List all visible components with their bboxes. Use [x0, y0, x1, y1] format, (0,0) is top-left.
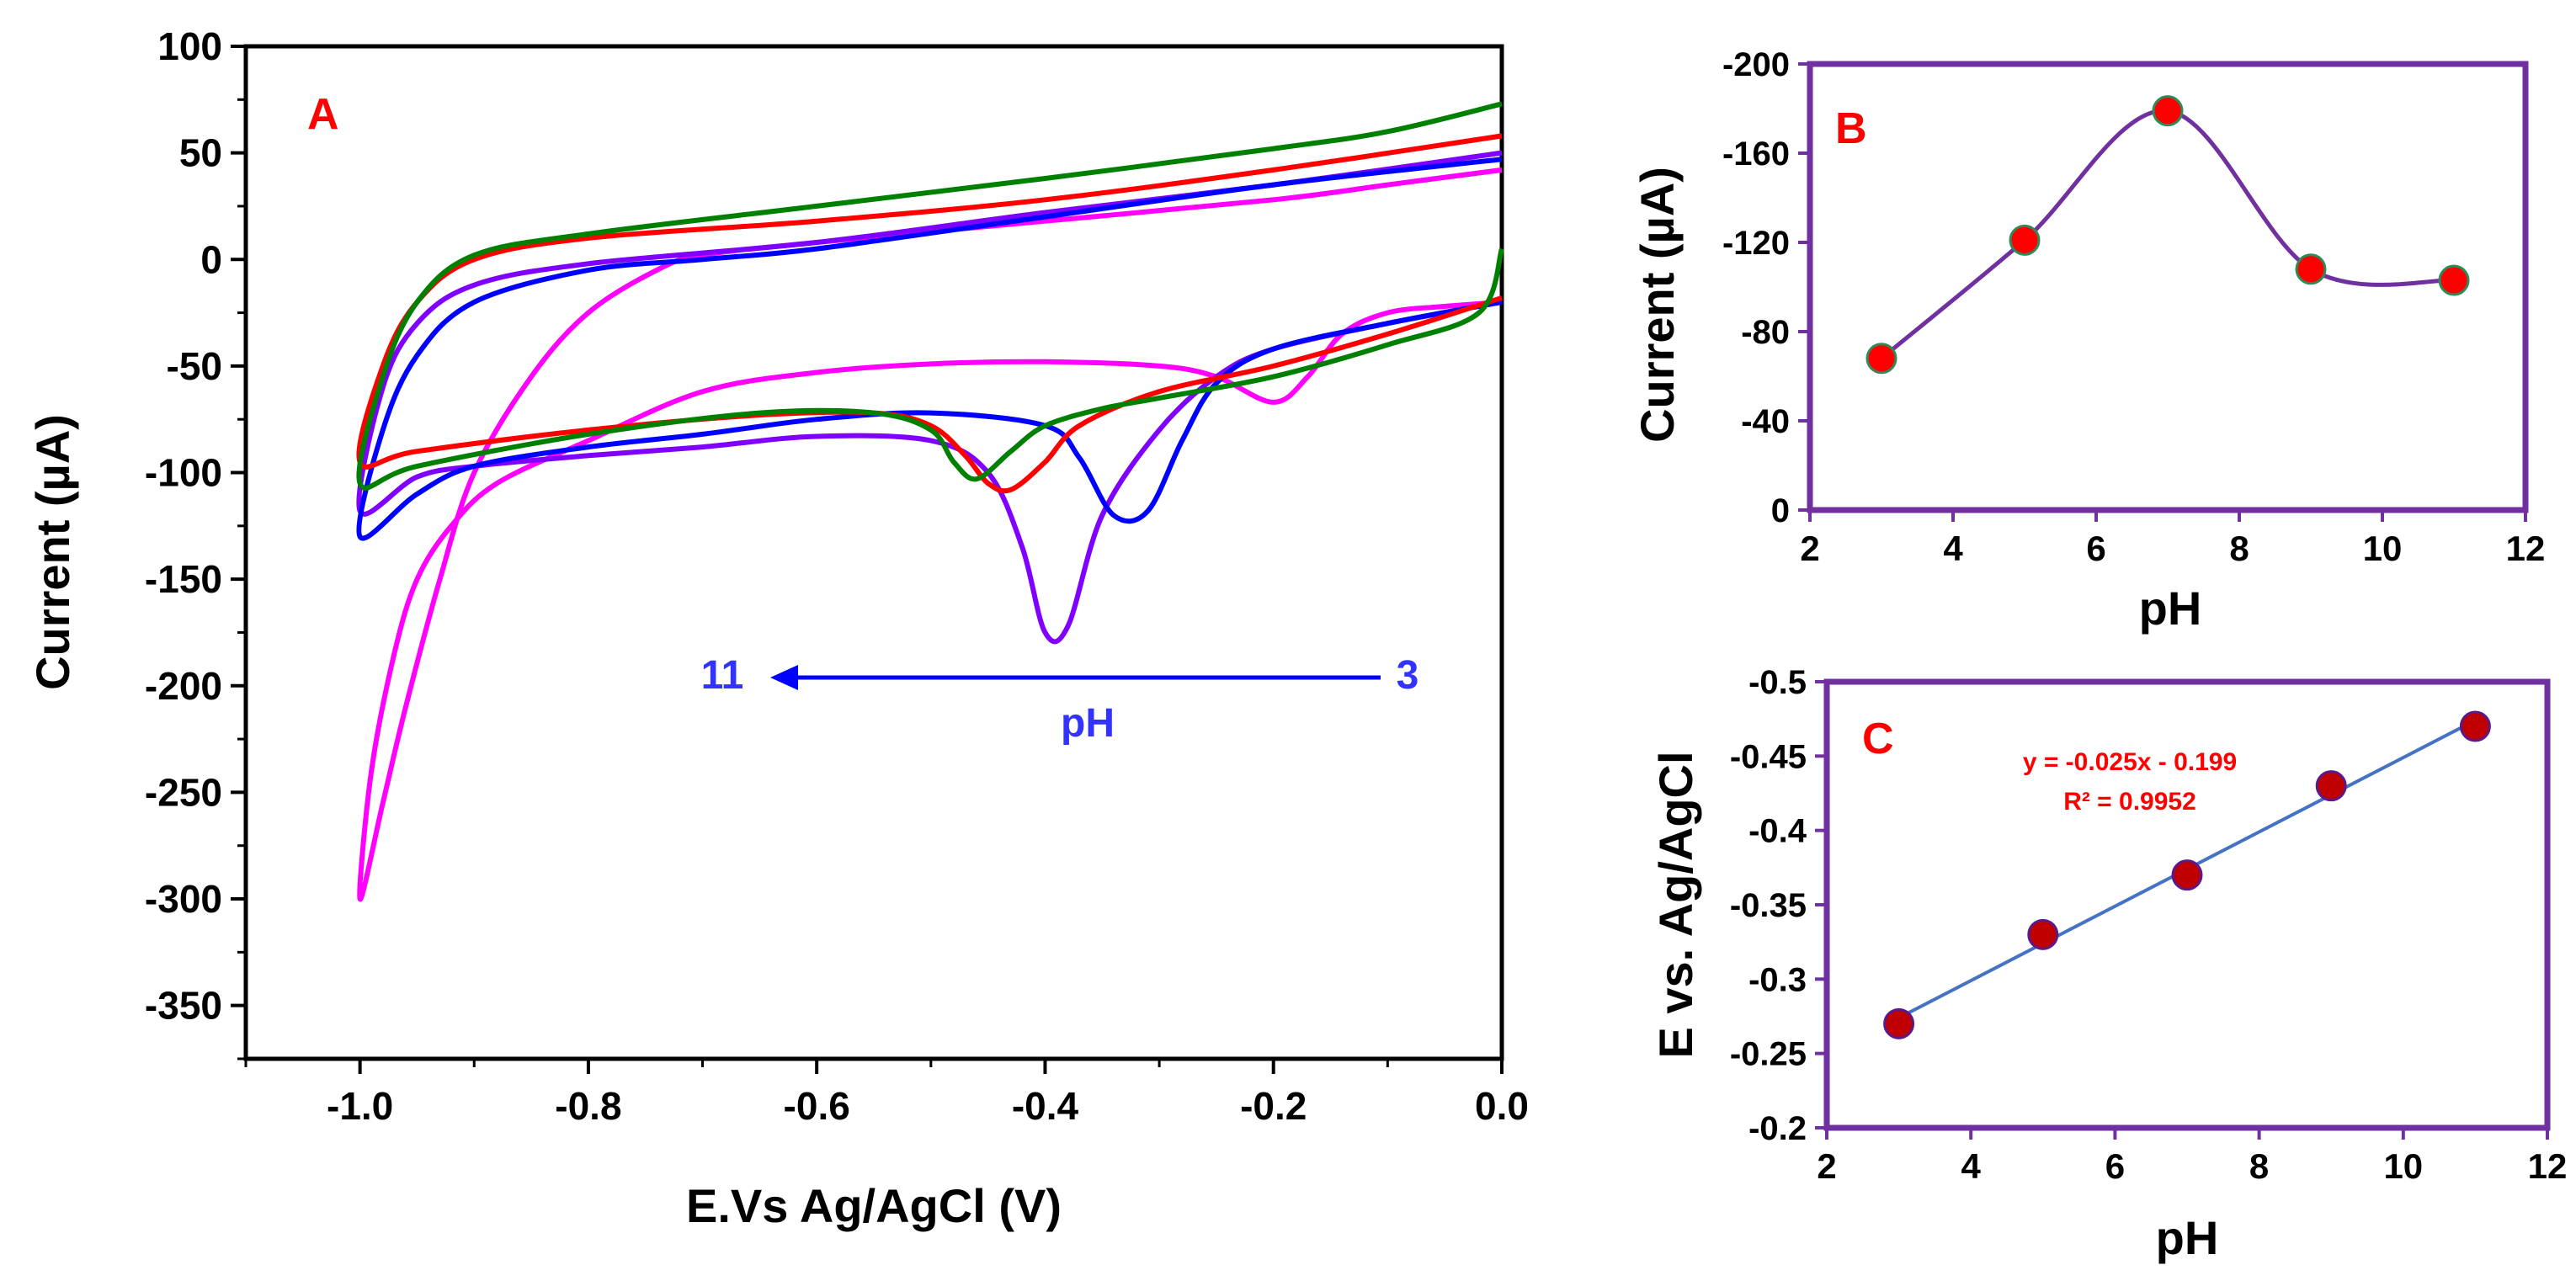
a-xtick-label: -0.6 [784, 1084, 850, 1128]
a-ytick-label: -150 [145, 557, 222, 601]
panel-b-frame [1807, 61, 2529, 513]
b-ytick-label: -200 [1722, 46, 1790, 83]
b-xtick-label: 4 [1943, 529, 1963, 568]
a-xtick-label: -1.0 [327, 1084, 393, 1128]
a-xtick-label: -0.8 [555, 1084, 621, 1128]
panel-b-letter: B [1835, 104, 1867, 153]
c-data-point [2315, 770, 2347, 802]
a-ytick-label: 0 [200, 237, 222, 281]
b-ytick-label: -120 [1722, 225, 1790, 262]
b-data-point [1865, 343, 1897, 375]
panel-a-xlabel: E.Vs Ag/AgCl (V) [686, 1179, 1062, 1232]
panel-c-r-squared: R² = 0.9952 [2063, 788, 2196, 816]
c-ytick-label: -0.25 [1730, 1036, 1807, 1073]
b-xtick-label: 10 [2363, 529, 2403, 568]
c-xtick-label: 6 [2105, 1146, 2125, 1186]
b-series-line [1880, 109, 2455, 360]
panel-c-letter: C [1862, 715, 1894, 763]
a-ytick-label: -250 [145, 770, 222, 814]
c-ytick-label: -0.3 [1748, 961, 1807, 998]
c-ytick-label: -0.35 [1730, 887, 1807, 924]
cv-curve-2 [356, 157, 1503, 541]
panel-b: 2 4 6 8 10 12 -200 -160 -120 -80 -40 0 B pH Curren… [1631, 46, 2545, 635]
c-ytick-label: -0.45 [1730, 738, 1807, 775]
a-ytick-label: -200 [145, 664, 222, 708]
ph-arrow-caption: pH [1061, 701, 1115, 746]
b-ytick-label: -160 [1722, 136, 1790, 173]
a-ytick-label: 50 [179, 131, 222, 175]
ph-arrow-head [770, 665, 798, 690]
c-xtick-label: 8 [2249, 1146, 2269, 1186]
c-xtick-label: 2 [1817, 1146, 1836, 1186]
b-xtick-label: 12 [2506, 529, 2546, 568]
c-data-point [2027, 918, 2059, 950]
a-ytick-label: 100 [157, 24, 222, 68]
c-ytick-label: -0.5 [1748, 664, 1807, 701]
cv-curve-3 [356, 133, 1503, 494]
c-xtick-label: 4 [1961, 1146, 1982, 1186]
panel-c: 2 4 6 8 10 12 -0.5 -0.45 -0.4 -0.35 -0.3 -0.25 -0.2… [1649, 664, 2567, 1264]
c-data-point [2171, 859, 2203, 891]
panel-c-equation: y = -0.025x - 0.199 [2023, 748, 2237, 776]
c-xtick-label: 10 [2383, 1146, 2423, 1186]
b-xtick-label: 6 [2086, 529, 2105, 568]
a-ytick-label: -300 [145, 877, 222, 921]
a-ytick-label: -100 [145, 451, 222, 495]
b-ytick-label: -40 [1741, 403, 1790, 440]
b-data-point [2438, 264, 2470, 296]
cv-curve-4 [356, 101, 1504, 491]
panel-a: -1.0 -0.8 -0.6 -0.4 -0.2 0.0 100 50 0 -50 -100 -15… [26, 24, 1529, 1232]
a-ytick-label: -350 [145, 984, 222, 1028]
a-ytick-label: -50 [167, 344, 222, 388]
a-xtick-label: -0.4 [1012, 1084, 1079, 1128]
b-ytick-label: -80 [1741, 314, 1790, 351]
c-data-point [1883, 1007, 1915, 1039]
ph-arrow-left-label: 11 [701, 653, 744, 698]
a-xtick-label: -0.2 [1240, 1084, 1307, 1128]
panel-a-letter: A [307, 90, 339, 139]
cv-curve-1 [356, 150, 1503, 645]
c-xtick-label: 12 [2528, 1146, 2568, 1186]
b-xtick-label: 8 [2229, 529, 2249, 568]
c-ytick-label: -0.2 [1748, 1110, 1807, 1147]
panel-a-frame [243, 44, 1504, 1061]
b-xtick-label: 2 [1800, 529, 1819, 568]
panel-c-xlabel: pH [2156, 1211, 2219, 1264]
c-data-point [2459, 710, 2491, 742]
a-xtick-label: 0.0 [1475, 1084, 1529, 1128]
panel-b-xlabel: pH [2139, 582, 2202, 635]
panel-a-ylabel: Current (µA) [26, 414, 79, 690]
b-data-point [2152, 95, 2184, 127]
b-data-point [2009, 224, 2041, 256]
panel-c-ylabel: E vs. Ag/AgCl [1649, 751, 1702, 1058]
b-ytick-label: 0 [1771, 492, 1790, 529]
ph-arrow-right-label: 3 [1397, 653, 1419, 698]
panel-b-ylabel: Current (µA) [1631, 167, 1684, 443]
b-data-point [2295, 253, 2327, 285]
c-ytick-label: -0.4 [1748, 813, 1807, 850]
cv-curve-0 [357, 167, 1503, 902]
